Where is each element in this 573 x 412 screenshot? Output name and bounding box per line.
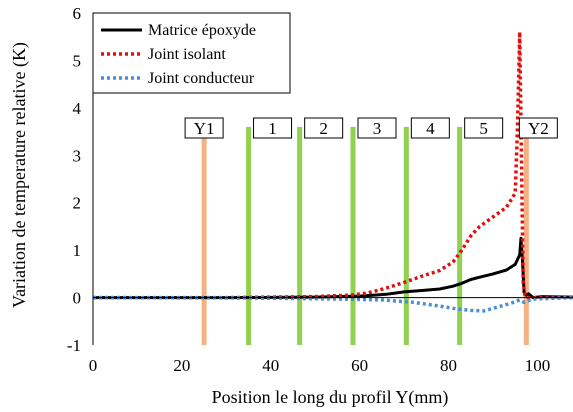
y-tick-label: 3 — [73, 146, 82, 165]
marker-box-label: 1 — [268, 119, 277, 138]
x-tick-label: 80 — [440, 356, 457, 375]
series-line-1 — [93, 236, 573, 300]
x-tick-label: 40 — [262, 356, 279, 375]
x-tick-label: 60 — [351, 356, 368, 375]
x-tick-label: 0 — [89, 356, 98, 375]
x-tick-label: 20 — [173, 356, 190, 375]
legend-entry-3: Joint conducteur — [148, 70, 255, 87]
y-axis-title: Variation de temperature relative (K) — [9, 42, 30, 308]
x-axis-title: Position le long du profil Y(mm) — [212, 387, 449, 408]
marker-box-y2: Y2 — [518, 117, 558, 139]
y-tick-label: -1 — [67, 336, 81, 355]
y-tick-label: 0 — [73, 289, 82, 308]
x-tick-label: 100 — [525, 356, 551, 375]
marker-lines — [201, 126, 529, 345]
marker-box-label: 5 — [479, 119, 488, 138]
series-layer — [92, 30, 573, 313]
marker-box-4: 4 — [410, 117, 450, 139]
marker-box-label: Y2 — [528, 119, 549, 138]
legend-entry-2: Joint isolant — [148, 46, 226, 63]
marker-box-5: 5 — [464, 117, 504, 139]
legend: Matrice époxyde Joint isolant Joint conduc… — [92, 12, 291, 94]
y-tick-label: 4 — [73, 99, 82, 118]
marker-box-label: 2 — [319, 119, 328, 138]
series-line-2 — [93, 30, 573, 300]
marker-box-1: 1 — [253, 117, 293, 139]
y-tick-label: 1 — [73, 241, 82, 260]
marker-box-label: 4 — [426, 119, 435, 138]
marker-boxes: Y1 1 2 3 4 5 Y2 — [184, 117, 558, 139]
marker-box-label: Y1 — [194, 119, 215, 138]
y-tick-label: 2 — [73, 194, 82, 213]
marker-box-y1: Y1 — [184, 117, 224, 139]
legend-entry-1: Matrice époxyde — [148, 22, 256, 39]
marker-box-2: 2 — [304, 117, 344, 139]
marker-box-3: 3 — [357, 117, 397, 139]
y-tick-label: 5 — [73, 51, 82, 70]
series-line-3 — [92, 295, 573, 313]
marker-box-label: 3 — [373, 119, 382, 138]
y-tick-label: 6 — [73, 4, 82, 23]
